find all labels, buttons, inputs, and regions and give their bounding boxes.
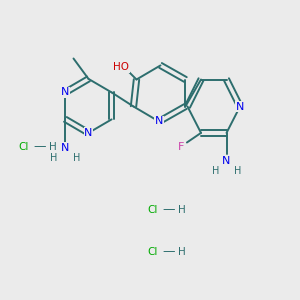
Text: Cl: Cl <box>148 205 158 215</box>
Text: N: N <box>61 143 70 153</box>
Text: —: — <box>33 140 46 154</box>
Text: N: N <box>222 155 231 166</box>
Text: H: H <box>178 205 185 215</box>
Text: N: N <box>84 128 93 138</box>
Text: —: — <box>162 245 175 259</box>
Text: H: H <box>50 153 58 164</box>
Text: H: H <box>178 247 185 257</box>
Text: N: N <box>61 87 70 98</box>
Text: H: H <box>212 166 219 176</box>
Text: H: H <box>49 142 56 152</box>
Text: Cl: Cl <box>19 142 29 152</box>
Text: N: N <box>236 101 244 112</box>
Text: Cl: Cl <box>148 247 158 257</box>
Text: F: F <box>178 142 185 152</box>
Text: N: N <box>155 116 163 127</box>
Text: H: H <box>234 166 241 176</box>
Text: H: H <box>73 153 80 164</box>
Text: HO: HO <box>113 62 130 73</box>
Text: —: — <box>162 203 175 217</box>
